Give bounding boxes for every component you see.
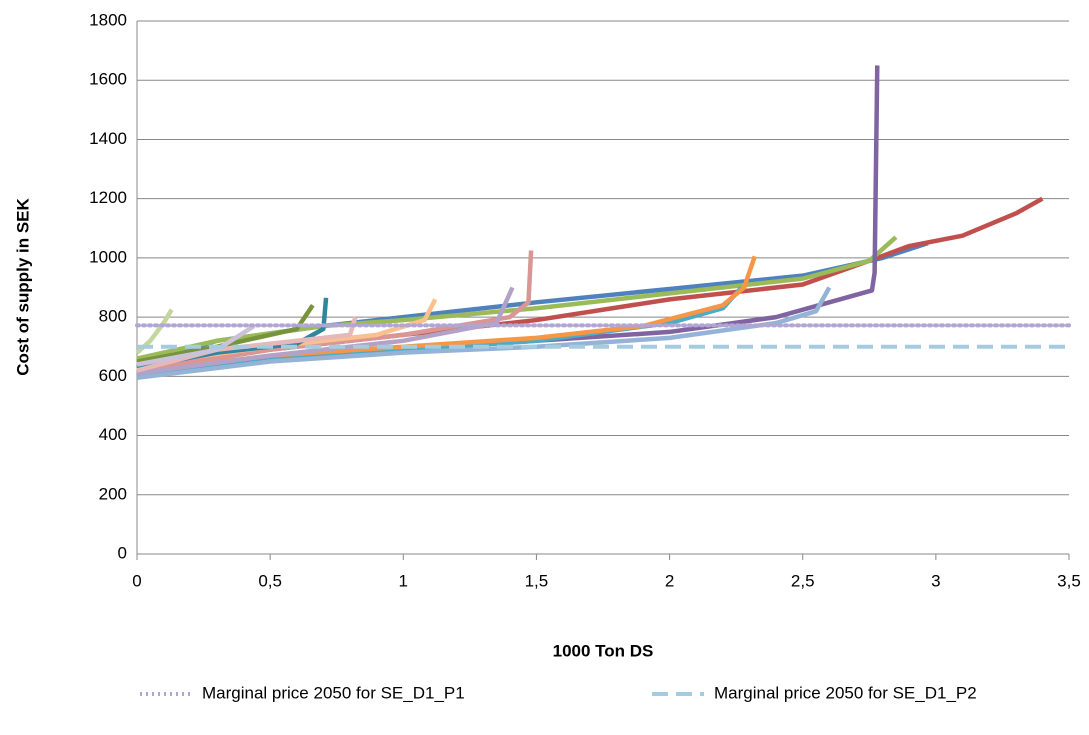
x-tick-label: 1 [399, 571, 408, 590]
x-tick-label: 0 [132, 571, 141, 590]
y-tick-label: 1400 [89, 129, 127, 148]
series-line [136, 324, 256, 367]
y-tick-label: 800 [99, 307, 127, 326]
y-tick-label: 1000 [89, 247, 127, 266]
series-line [136, 286, 832, 381]
series-line [136, 285, 744, 376]
x-tick-label: 3 [931, 571, 940, 590]
legend-label: Marginal price 2050 for SE_D1_P2 [714, 683, 977, 702]
x-axis-title: 1000 Ton DS [553, 641, 654, 660]
series-line [136, 304, 315, 364]
y-tick-label: 1600 [89, 70, 127, 89]
x-tick-label: 3,5 [1057, 571, 1081, 590]
x-tick-label: 1,5 [525, 571, 549, 590]
series-line [136, 235, 898, 361]
y-tick-label: 600 [99, 366, 127, 385]
x-tick-label: 2,5 [791, 571, 815, 590]
x-tick-label: 0,5 [258, 571, 282, 590]
y-axis-title: Cost of supply in SEK [13, 197, 32, 375]
y-tick-label: 1800 [89, 10, 127, 29]
series-line [136, 286, 515, 376]
y-tick-label: 1200 [89, 188, 127, 207]
y-tick-label: 0 [118, 543, 127, 562]
legend-label: Marginal price 2050 for SE_D1_P1 [202, 683, 465, 702]
y-tick-label: 400 [99, 425, 127, 444]
x-tick-label: 2 [665, 571, 674, 590]
y-tick-label: 200 [99, 484, 127, 503]
